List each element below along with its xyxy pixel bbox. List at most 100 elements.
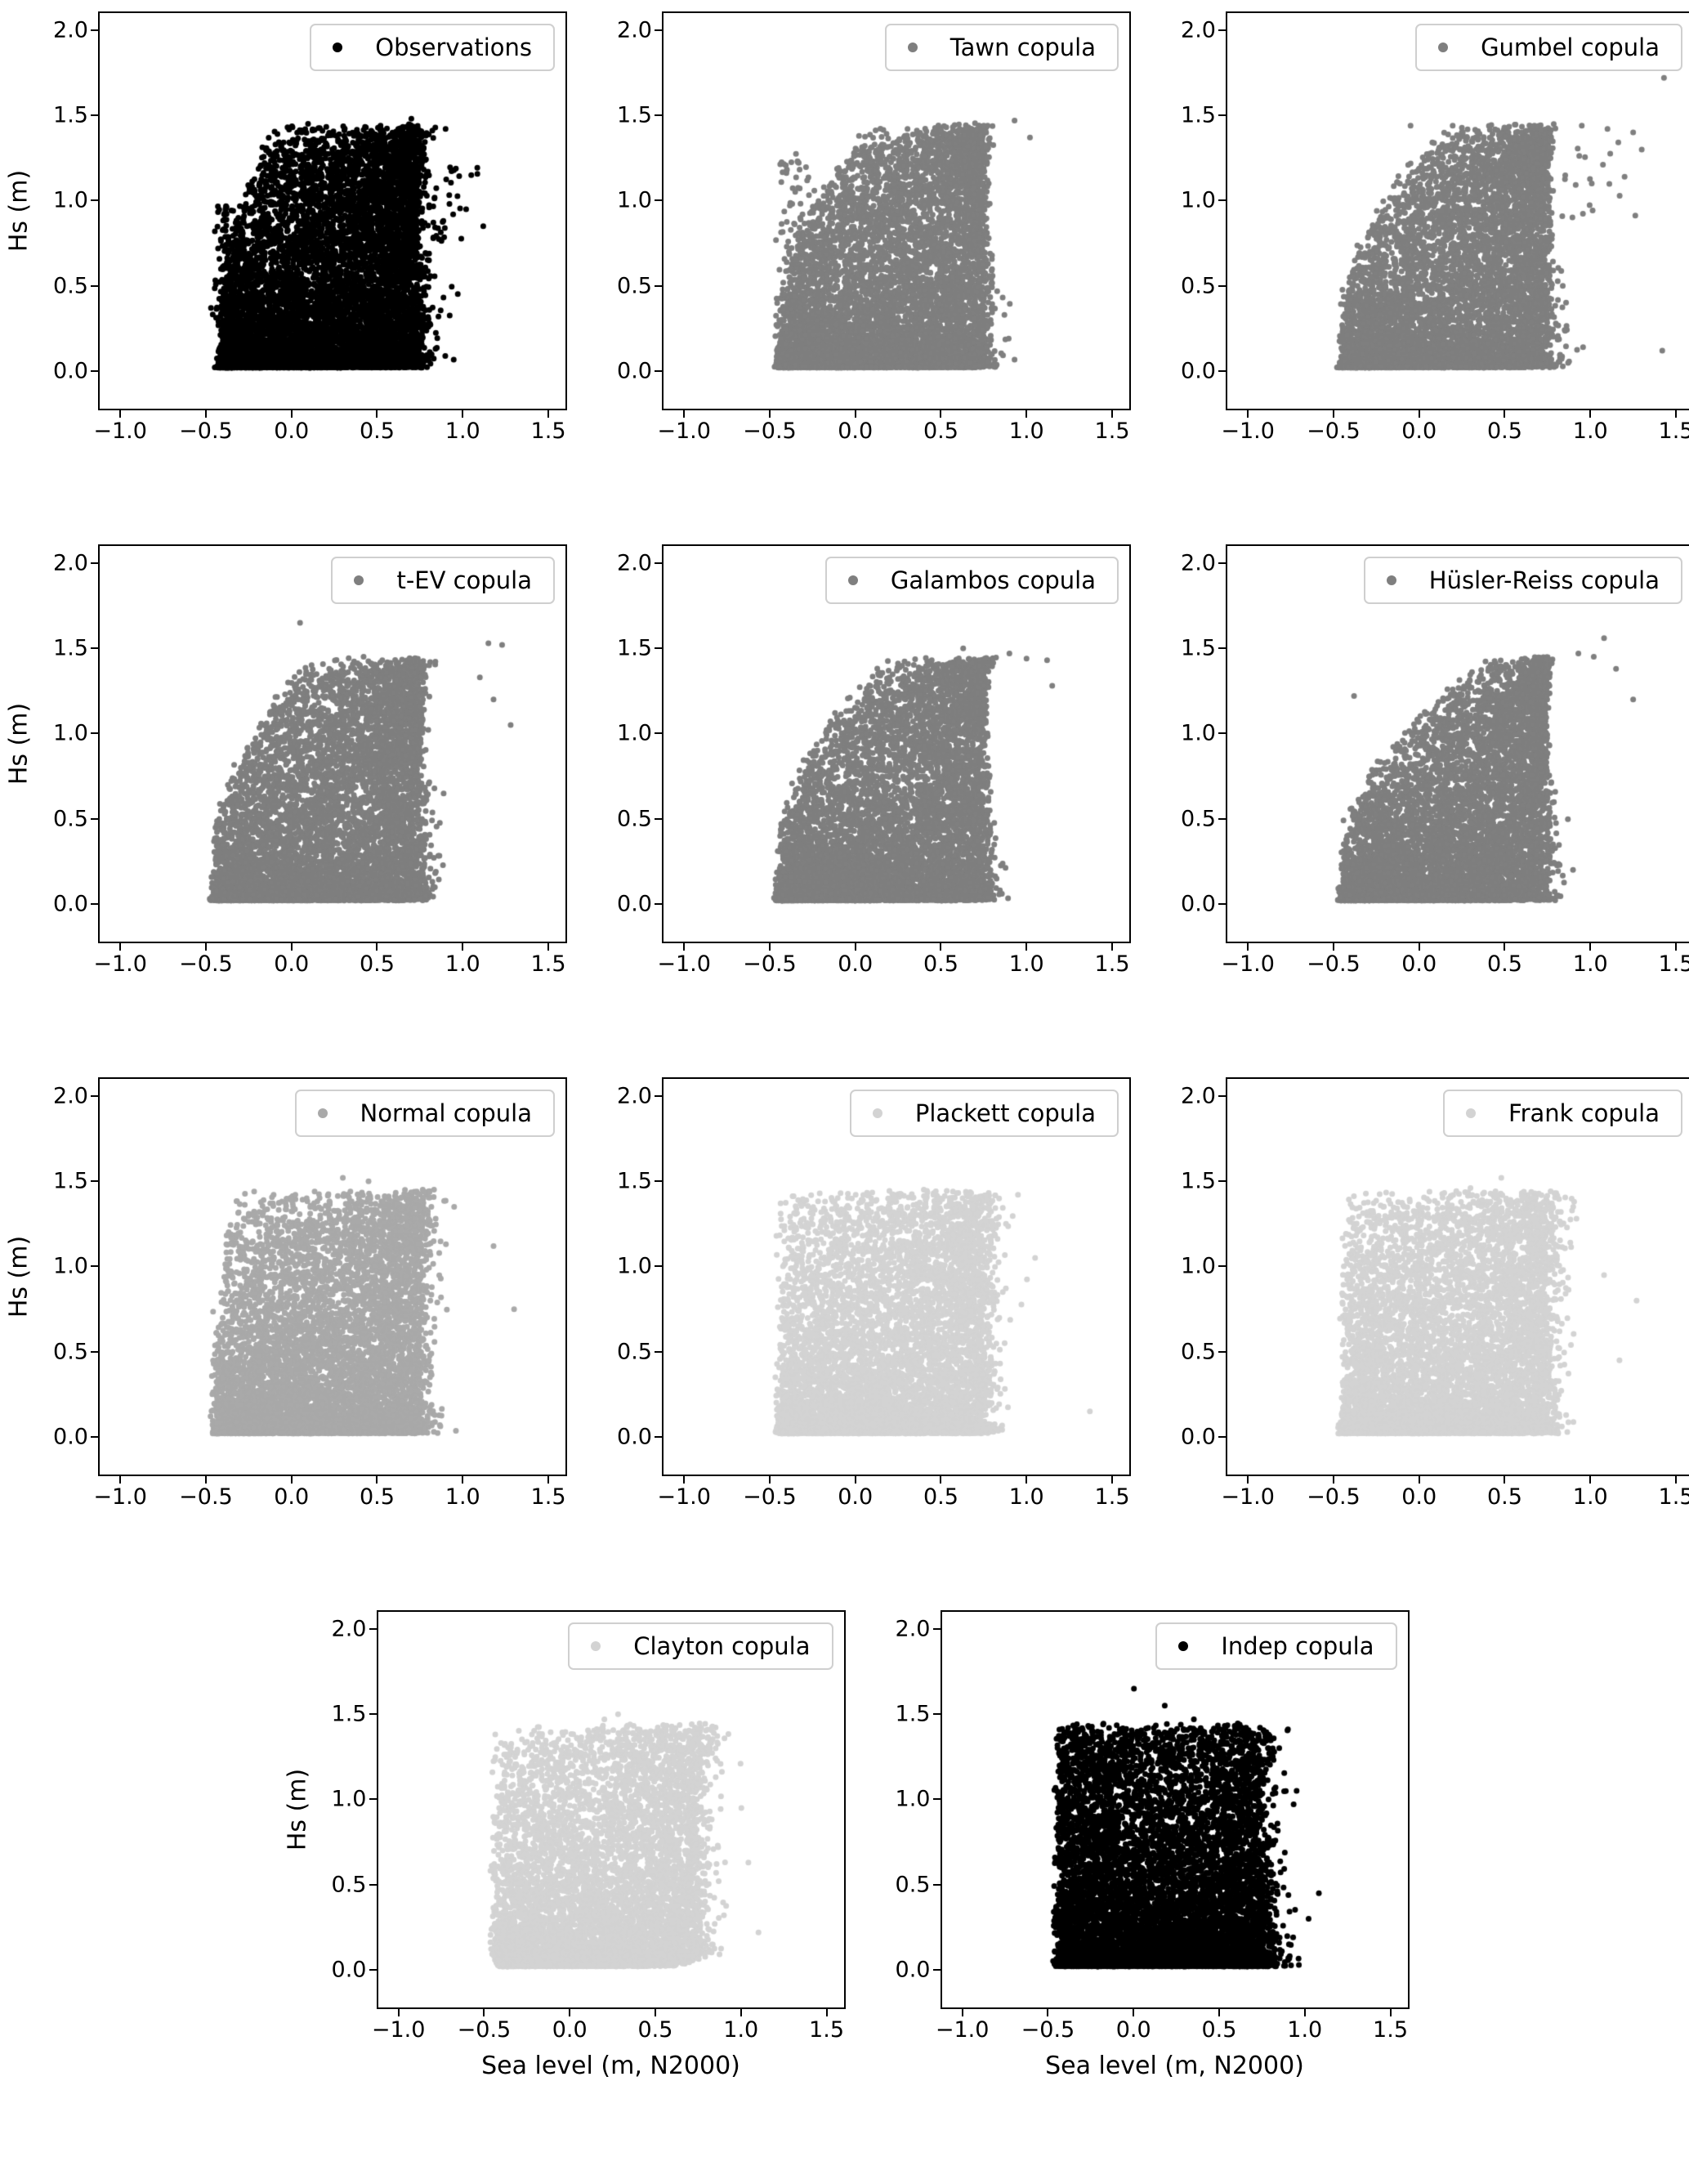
- x-tick-label: 0.0: [274, 418, 310, 444]
- y-tick-mark: [932, 1713, 941, 1716]
- x-tick-label: 1.0: [1572, 418, 1608, 444]
- y-tick-label: 1.0: [1181, 187, 1216, 213]
- x-tick-mark: [1589, 943, 1592, 951]
- x-tick-label: 0.0: [552, 2017, 588, 2043]
- x-tick-mark: [1389, 2009, 1392, 2016]
- y-tick-mark: [91, 114, 98, 117]
- y-tick-mark: [91, 1265, 98, 1268]
- x-tick-label: 0.0: [1115, 2017, 1151, 2043]
- legend: Gumbel copula: [1415, 24, 1682, 71]
- x-tick-label: 0.0: [274, 1484, 310, 1510]
- legend-marker-icon: [354, 575, 364, 585]
- y-tick-mark: [932, 1627, 941, 1630]
- x-tick-mark: [940, 1476, 942, 1484]
- x-tick-mark: [1675, 943, 1678, 951]
- y-tick-mark: [655, 817, 662, 820]
- scatter-canvas: [1227, 546, 1689, 942]
- x-tick-label: 0.5: [360, 418, 395, 444]
- y-tick-mark: [1218, 1436, 1226, 1439]
- y-tick-mark: [91, 1436, 98, 1439]
- y-tick-mark: [1218, 817, 1226, 820]
- legend-marker-icon: [1466, 1108, 1477, 1118]
- y-tick-mark: [91, 370, 98, 373]
- x-tick-mark: [654, 2009, 656, 2016]
- x-tick-mark: [462, 1476, 464, 1484]
- x-tick-mark: [739, 2009, 742, 2016]
- y-tick-label: 1.5: [331, 1701, 367, 1727]
- x-tick-mark: [1218, 2009, 1220, 2016]
- x-tick-label: 1.0: [445, 418, 480, 444]
- y-tick-mark: [1218, 199, 1226, 202]
- y-tick-mark: [91, 1094, 98, 1097]
- x-tick-label: 0.5: [1487, 418, 1522, 444]
- x-tick-label: −0.5: [179, 951, 233, 977]
- x-tick-mark: [940, 943, 942, 951]
- x-tick-mark: [683, 1476, 686, 1484]
- x-tick-mark: [1418, 943, 1420, 951]
- legend: Frank copula: [1443, 1090, 1682, 1137]
- x-tick-mark: [1111, 943, 1114, 951]
- y-tick-label: 2.0: [617, 17, 652, 43]
- y-tick-label: 0.5: [331, 1872, 367, 1898]
- panel-plackett-copula: 0.0 0.5 1.0 1.5 2.0 Plackett copula −1.0 −0.5 0.…: [600, 1077, 1131, 1514]
- y-tick-mark: [1218, 562, 1226, 564]
- x-tick-label: 0.5: [923, 1484, 958, 1510]
- y-tick-mark: [1218, 29, 1226, 31]
- x-tick-label: 1.5: [530, 951, 566, 977]
- y-tick-label: 2.0: [53, 1083, 88, 1109]
- legend-label: Frank copula: [1508, 1099, 1660, 1127]
- scatter-canvas: [100, 1079, 565, 1475]
- x-tick-mark: [1025, 943, 1028, 951]
- legend-label: Clayton copula: [633, 1632, 811, 1660]
- y-tick-label: 0.5: [617, 273, 652, 299]
- legend: Plackett copula: [849, 1090, 1119, 1137]
- x-tick-mark: [462, 410, 464, 418]
- x-tick-mark: [1589, 1476, 1592, 1484]
- legend-label: Hüsler-Reiss copula: [1428, 566, 1660, 594]
- scatter-canvas: [100, 13, 565, 409]
- y-tick-mark: [1218, 1265, 1226, 1268]
- y-tick-label: 0.5: [53, 273, 88, 299]
- legend-label: Plackett copula: [914, 1099, 1096, 1127]
- x-tick-label: −1.0: [935, 2017, 990, 2043]
- x-tick-mark: [1504, 943, 1506, 951]
- y-tick-label: 1.0: [1181, 1253, 1216, 1279]
- legend: Clayton copula: [568, 1622, 833, 1670]
- panel-observations: Hs (m) 0.0 0.5 1.0 1.5 2.0 Observations −1.0 −0.…: [2, 11, 567, 448]
- x-tick-mark: [825, 2009, 828, 2016]
- x-tick-mark: [1332, 943, 1334, 951]
- x-tick-mark: [683, 943, 686, 951]
- y-tick-mark: [91, 199, 98, 202]
- y-tick-mark: [369, 1883, 377, 1886]
- y-tick-mark: [91, 732, 98, 735]
- y-tick-mark: [932, 1969, 941, 1971]
- x-tick-label: 0.5: [923, 418, 958, 444]
- panel-clayton-copula: Hs (m) 0.0 0.5 1.0 1.5 2.0 Clayton copula −1.0 −…: [280, 1610, 846, 2088]
- legend-marker-icon: [333, 43, 343, 52]
- x-tick-mark: [1675, 410, 1678, 418]
- y-tick-mark: [1218, 647, 1226, 650]
- x-tick-label: 1.5: [809, 2017, 845, 2043]
- y-tick-mark: [1218, 732, 1226, 735]
- legend-label: Observations: [375, 34, 532, 61]
- x-tick-label: 0.5: [1487, 951, 1522, 977]
- y-tick-label: 0.0: [53, 358, 88, 384]
- legend: t-EV copula: [331, 557, 555, 604]
- scatter-canvas: [941, 1612, 1408, 2007]
- y-tick-label: 0.0: [331, 1957, 367, 1983]
- y-tick-label: 1.5: [617, 102, 652, 128]
- y-tick-label: 1.5: [1181, 1168, 1216, 1194]
- y-tick-mark: [369, 1627, 377, 1630]
- y-axis-label: Hs (m): [4, 1235, 34, 1318]
- y-tick-label: 2.0: [617, 550, 652, 576]
- x-tick-mark: [119, 410, 122, 418]
- plot-area: Clayton copula: [369, 1610, 846, 2016]
- x-tick-label: −0.5: [743, 951, 797, 977]
- y-tick-label: 0.5: [617, 806, 652, 832]
- y-tick-label: 1.0: [53, 1253, 88, 1279]
- x-tick-label: 0.5: [360, 1484, 395, 1510]
- x-tick-label: 0.0: [838, 951, 874, 977]
- x-tick-mark: [1332, 410, 1334, 418]
- panel-tawn-copula: 0.0 0.5 1.0 1.5 2.0 Tawn copula −1.0 −0.5 0.0 0.5…: [600, 11, 1131, 448]
- x-tick-mark: [547, 1476, 550, 1484]
